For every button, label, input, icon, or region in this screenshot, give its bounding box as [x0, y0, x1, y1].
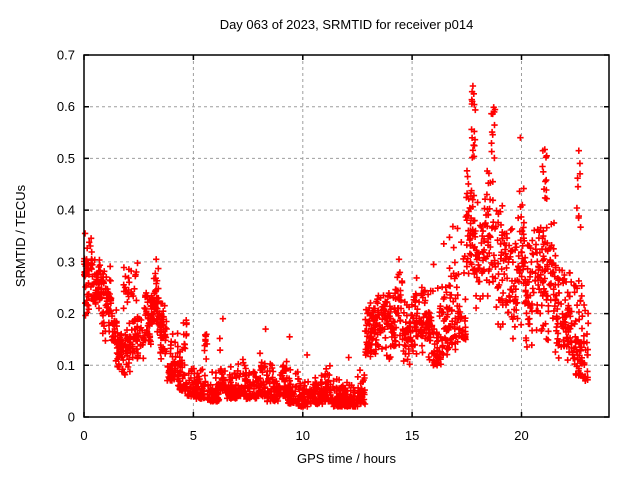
chart-title: Day 063 of 2023, SRMTID for receiver p01… — [219, 17, 474, 32]
x-tick-label: 5 — [190, 428, 197, 443]
x-tick-label: 10 — [296, 428, 310, 443]
x-tick-label: 20 — [514, 428, 528, 443]
tick-marks — [83, 54, 609, 418]
y-tick-label: 0.3 — [57, 254, 75, 269]
x-axis-label: GPS time / hours — [297, 451, 396, 466]
scatter-points — [80, 82, 592, 410]
y-tick-label: 0.2 — [57, 306, 75, 321]
x-tick-label: 0 — [80, 428, 87, 443]
x-tick-label: 15 — [405, 428, 419, 443]
y-tick-label: 0.5 — [57, 151, 75, 166]
y-tick-label: 0 — [68, 410, 75, 425]
y-tick-label: 0.4 — [57, 203, 75, 218]
y-tick-label: 0.6 — [57, 99, 75, 114]
grid-lines — [84, 55, 609, 417]
y-tick-label: 0.1 — [57, 358, 75, 373]
y-tick-label: 0.7 — [57, 48, 75, 63]
axis-frame — [83, 54, 610, 418]
